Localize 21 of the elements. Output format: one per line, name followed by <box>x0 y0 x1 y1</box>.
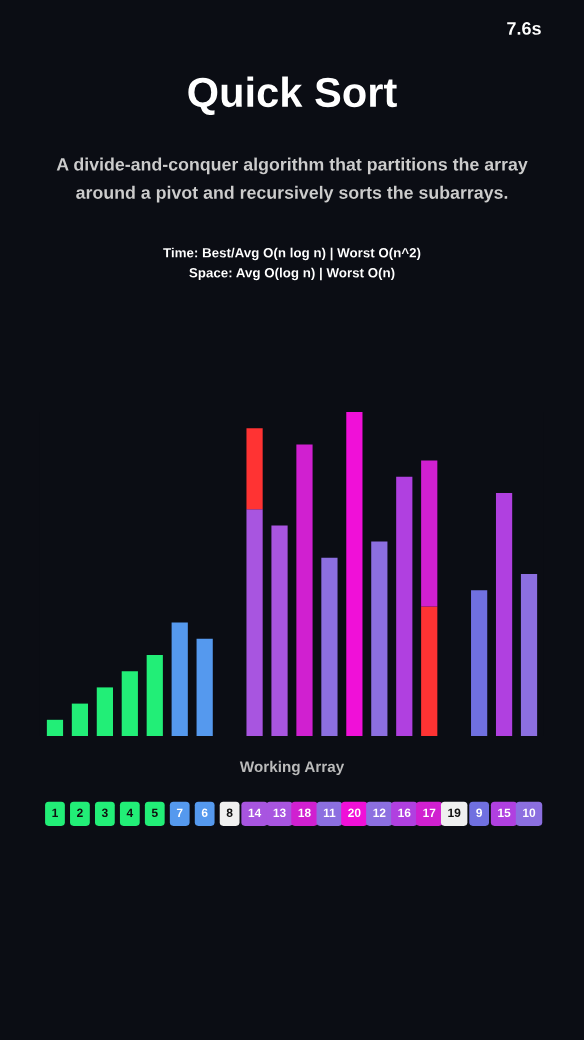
bar <box>121 671 138 736</box>
bar <box>246 428 263 510</box>
bar <box>46 719 64 736</box>
text: 7.6s <box>507 22 541 35</box>
bar <box>196 638 213 736</box>
bar <box>71 703 89 736</box>
bar <box>246 509 263 736</box>
bar <box>346 412 363 736</box>
chart-subtitle: A divide-and-conquer algorithm that partitions the array around a pivot and recursively sorts the subarrays. <box>56 157 528 203</box>
bar <box>396 476 413 736</box>
bar <box>271 525 288 736</box>
bar <box>171 622 188 736</box>
chart-title: Quick Sort <box>188 76 397 115</box>
bar <box>96 687 113 736</box>
bar <box>371 541 388 736</box>
bar <box>471 590 488 736</box>
bar <box>495 493 513 736</box>
bar <box>321 557 338 736</box>
bar <box>146 655 163 736</box>
bar <box>520 574 538 736</box>
bar <box>421 460 438 607</box>
